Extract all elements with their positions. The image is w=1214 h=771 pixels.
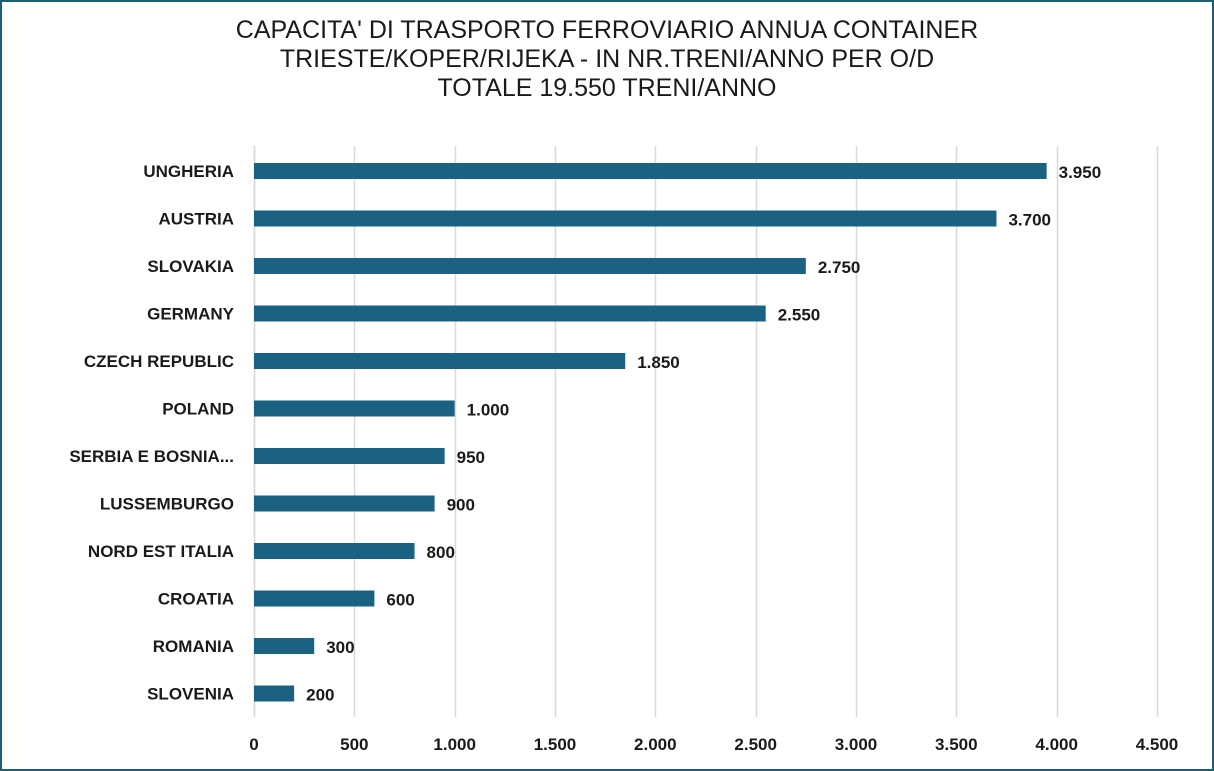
category-label: UNGHERIA: [143, 162, 234, 181]
value-label: 2.750: [818, 258, 861, 277]
category-label: AUSTRIA: [158, 210, 234, 229]
x-tick-label: 3.000: [835, 735, 878, 754]
bar: [254, 210, 997, 227]
category-label: CZECH REPUBLIC: [84, 352, 234, 371]
x-tick-label: 1.500: [534, 735, 577, 754]
bar: [254, 258, 806, 274]
x-tick-label: 0: [249, 735, 258, 754]
category-labels: UNGHERIA AUSTRIA SLOVAKIA GERMANY CZECH REPU…: [69, 162, 234, 704]
gridlines: [253, 146, 1159, 717]
category-label: CROATIA: [158, 590, 234, 609]
bars: [254, 163, 1047, 702]
bar: [254, 400, 455, 417]
x-tick-label: 3.500: [935, 735, 978, 754]
x-tick-label: 4.000: [1035, 735, 1078, 754]
value-label: 3.700: [1008, 211, 1051, 230]
bar: [254, 495, 435, 512]
bar: [254, 163, 1047, 179]
category-label: ROMANIA: [153, 637, 234, 656]
bar: [254, 590, 375, 607]
chart-title-line-1: CAPACITA' DI TRASPORTO FERROVIARIO ANNUA…: [235, 16, 979, 44]
category-label: POLAND: [162, 400, 234, 419]
bar: [254, 353, 626, 369]
x-tick-labels: 0 500 1.000 1.500 2.000 2.500 3.000 3.500 4.000 4…: [249, 735, 1178, 754]
bar: [254, 305, 766, 322]
value-label: 800: [427, 543, 455, 562]
x-tick-label: 2.000: [634, 735, 677, 754]
chart-title-line-2: TRIESTE/KOPER/RIJEKA - IN NR.TRENI/ANNO …: [279, 45, 935, 73]
category-label: NORD EST ITALIA: [88, 542, 234, 561]
value-label: 600: [386, 591, 414, 610]
value-label: 300: [326, 638, 354, 657]
x-tick-label: 2.500: [734, 735, 777, 754]
bar: [254, 543, 415, 559]
chart-title-line-3: TOTALE 19.550 TRENI/ANNO: [437, 74, 777, 102]
value-label: 1.000: [467, 401, 510, 420]
category-label: GERMANY: [147, 305, 235, 324]
value-label: 2.550: [778, 306, 821, 325]
bar: [254, 448, 445, 464]
x-tick-label: 4.500: [1136, 735, 1179, 754]
value-label: 900: [447, 496, 475, 515]
value-label: 1.850: [637, 353, 680, 372]
bar: [254, 685, 295, 702]
value-label: 200: [306, 686, 334, 705]
value-label: 950: [457, 448, 485, 467]
category-label: SLOVENIA: [147, 685, 234, 704]
category-label: LUSSEMBURGO: [100, 495, 234, 514]
x-tick-label: 1.000: [433, 735, 476, 754]
category-label: SLOVAKIA: [147, 257, 234, 276]
x-tick-label: 500: [340, 735, 368, 754]
value-labels: 3.950 3.700 2.750 2.550 1.850 1.000 950 900 800 6…: [306, 163, 1101, 705]
bar: [254, 638, 315, 654]
chart-title: CAPACITA' DI TRASPORTO FERROVIARIO ANNUA…: [0, 16, 1214, 103]
category-label: SERBIA E BOSNIA...: [69, 447, 234, 466]
value-label: 3.950: [1059, 163, 1102, 182]
